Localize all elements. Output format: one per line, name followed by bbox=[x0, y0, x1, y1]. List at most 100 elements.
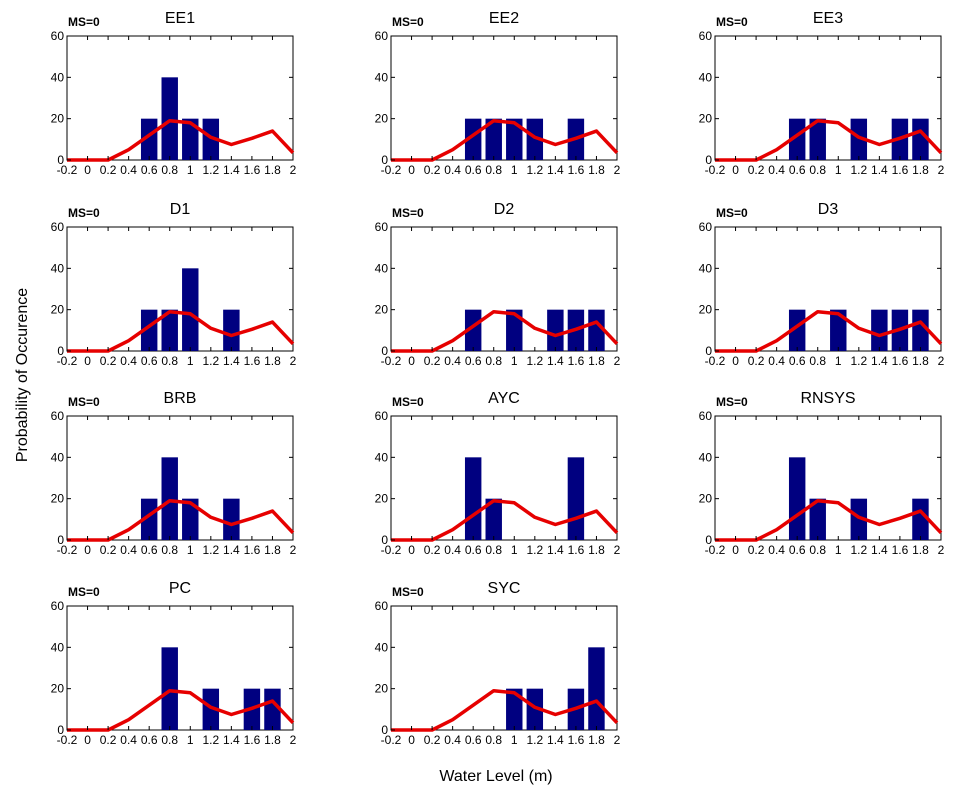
x-tick-label: 0.6 bbox=[465, 354, 482, 368]
x-tick-label: 0 bbox=[84, 543, 91, 557]
subplot-title: D3 bbox=[818, 201, 839, 218]
bar bbox=[912, 118, 929, 160]
y-tick-label: 0 bbox=[381, 344, 388, 358]
x-tick-label: 0.2 bbox=[748, 354, 765, 368]
x-tick-label: 0.2 bbox=[424, 163, 441, 177]
x-tick-label: -0.2 bbox=[57, 733, 78, 747]
x-tick-label: 1.8 bbox=[264, 543, 281, 557]
x-tick-label: -0.2 bbox=[705, 543, 726, 557]
x-tick-label: 1.4 bbox=[223, 163, 240, 177]
x-tick-label: 0 bbox=[408, 354, 415, 368]
series-line bbox=[67, 498, 295, 542]
x-tick-label: 1.2 bbox=[850, 543, 867, 557]
x-tick-label: 1.4 bbox=[223, 543, 240, 557]
bar bbox=[506, 688, 523, 730]
y-tick-label: 60 bbox=[375, 409, 389, 423]
y-tick-label: 40 bbox=[51, 640, 65, 654]
x-tick-label: 0.8 bbox=[161, 733, 178, 747]
x-tick-label: 0.6 bbox=[141, 354, 158, 368]
x-tick-label: 0.2 bbox=[100, 733, 117, 747]
series-line bbox=[715, 498, 943, 542]
x-tick-label: 0.6 bbox=[789, 543, 806, 557]
x-tick-label: -0.2 bbox=[57, 163, 78, 177]
y-tick-label: 60 bbox=[375, 29, 389, 43]
axes-box bbox=[66, 415, 294, 541]
x-tick-label: 0.8 bbox=[161, 543, 178, 557]
bar bbox=[223, 309, 240, 351]
bar bbox=[871, 309, 888, 351]
x-tick-label: 0.8 bbox=[161, 163, 178, 177]
subplot-title: EE2 bbox=[489, 10, 519, 27]
bar bbox=[850, 118, 868, 160]
x-tick-label: 0.6 bbox=[789, 163, 806, 177]
bar bbox=[506, 118, 523, 160]
x-tick-label: 0.6 bbox=[465, 163, 482, 177]
ms-annotation: MS=0 bbox=[716, 15, 748, 29]
x-tick-label: 1.4 bbox=[547, 354, 564, 368]
x-tick-label: 2 bbox=[614, 543, 621, 557]
x-tick-label: 1.2 bbox=[202, 354, 219, 368]
bar bbox=[912, 309, 929, 351]
bar bbox=[547, 309, 564, 351]
x-tick-label: 1.8 bbox=[912, 163, 929, 177]
y-tick-label: 20 bbox=[375, 112, 389, 126]
x-tick-label: 0 bbox=[84, 733, 91, 747]
x-tick-label: 1 bbox=[835, 354, 842, 368]
x-tick-label: 0 bbox=[84, 354, 91, 368]
x-tick-label: 1 bbox=[187, 733, 194, 747]
x-tick-label: -0.2 bbox=[381, 733, 402, 747]
x-tick-label: 0.4 bbox=[768, 163, 785, 177]
x-tick-label: 0.4 bbox=[444, 163, 461, 177]
subplot-title: EE1 bbox=[165, 10, 195, 27]
x-tick-label: -0.2 bbox=[381, 354, 402, 368]
y-tick-label: 0 bbox=[705, 533, 712, 547]
y-tick-label: 20 bbox=[51, 112, 65, 126]
x-tick-label: 1.4 bbox=[223, 733, 240, 747]
x-tick-label: 1.6 bbox=[892, 163, 909, 177]
x-tick-label: 1.4 bbox=[223, 354, 240, 368]
axes-box bbox=[66, 35, 294, 161]
ms-annotation: MS=0 bbox=[68, 15, 100, 29]
x-tick-label: 0.8 bbox=[809, 163, 826, 177]
y-tick-label: 40 bbox=[699, 261, 713, 275]
subplot-title: SYC bbox=[488, 580, 521, 597]
bar bbox=[788, 309, 806, 351]
y-tick-label: 20 bbox=[375, 682, 389, 696]
bar bbox=[182, 498, 199, 540]
x-tick-label: 0.6 bbox=[141, 733, 158, 747]
x-tick-label: 0.6 bbox=[465, 733, 482, 747]
x-tick-label: 0 bbox=[408, 733, 415, 747]
x-tick-label: 2 bbox=[614, 733, 621, 747]
y-tick-label: 60 bbox=[51, 29, 65, 43]
series-line bbox=[67, 118, 295, 162]
series-line bbox=[391, 118, 619, 162]
x-tick-label: 1 bbox=[187, 543, 194, 557]
x-tick-label: -0.2 bbox=[705, 354, 726, 368]
bar bbox=[161, 457, 178, 540]
series-line bbox=[715, 309, 943, 353]
ms-annotation: MS=0 bbox=[392, 15, 424, 29]
x-tick-label: 0.8 bbox=[809, 354, 826, 368]
x-tick-label: 0 bbox=[408, 163, 415, 177]
x-tick-label: 1.8 bbox=[588, 543, 605, 557]
x-tick-label: 1 bbox=[511, 733, 518, 747]
x-tick-label: 1.2 bbox=[202, 543, 219, 557]
y-tick-label: 60 bbox=[51, 220, 65, 234]
bar bbox=[485, 498, 502, 540]
y-tick-label: 40 bbox=[699, 70, 713, 84]
ms-annotation: MS=0 bbox=[392, 206, 424, 220]
x-tick-label: 0.4 bbox=[444, 733, 461, 747]
x-tick-label: 2 bbox=[614, 163, 621, 177]
bar bbox=[567, 457, 585, 540]
bar bbox=[830, 309, 847, 351]
y-tick-label: 20 bbox=[699, 492, 713, 506]
x-tick-label: 1.6 bbox=[892, 543, 909, 557]
bar bbox=[526, 118, 544, 160]
y-tick-label: 40 bbox=[51, 261, 65, 275]
x-tick-label: 1.4 bbox=[547, 163, 564, 177]
x-tick-label: 0 bbox=[732, 354, 739, 368]
x-tick-label: 1.6 bbox=[568, 733, 585, 747]
y-tick-label: 20 bbox=[699, 303, 713, 317]
